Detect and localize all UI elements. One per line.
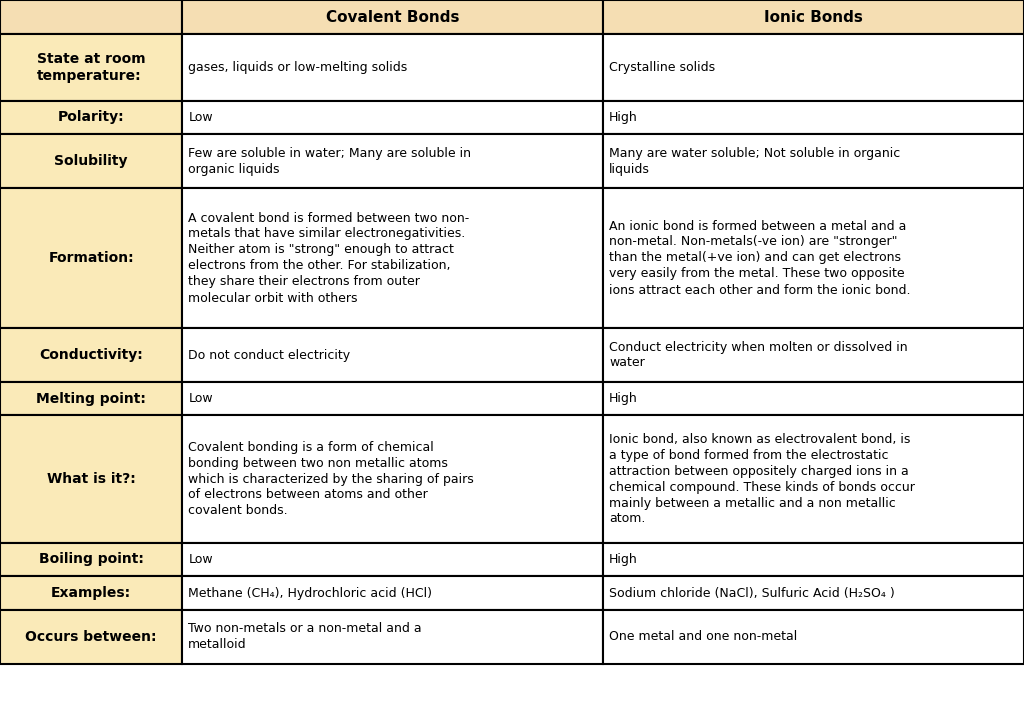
Text: Polarity:: Polarity:: [57, 110, 125, 124]
Text: Boiling point:: Boiling point:: [39, 552, 143, 566]
Text: A covalent bond is formed between two non-
metals that have similar electronegat: A covalent bond is formed between two no…: [188, 211, 470, 305]
Text: Do not conduct electricity: Do not conduct electricity: [188, 349, 350, 361]
Bar: [0, 134, 182, 188]
Bar: [603, 328, 1024, 382]
Bar: [603, 0, 1024, 34]
Bar: [0, 34, 182, 101]
Text: Methane (CH₄), Hydrochloric acid (HCl): Methane (CH₄), Hydrochloric acid (HCl): [188, 587, 432, 600]
Text: Crystalline solids: Crystalline solids: [609, 61, 715, 74]
Bar: [603, 415, 1024, 543]
Bar: [603, 543, 1024, 576]
Text: Many are water soluble; Not soluble in organic
liquids: Many are water soluble; Not soluble in o…: [609, 146, 900, 175]
Text: State at room
temperature:: State at room temperature:: [37, 52, 145, 83]
Text: Low: Low: [188, 392, 213, 405]
Bar: [0, 576, 182, 610]
Bar: [182, 328, 603, 382]
Text: Sodium chloride (NaCl), Sulfuric Acid (H₂SO₄ ): Sodium chloride (NaCl), Sulfuric Acid (H…: [609, 587, 895, 600]
Text: Few are soluble in water; Many are soluble in
organic liquids: Few are soluble in water; Many are solub…: [188, 146, 471, 175]
Text: Two non-metals or a non-metal and a
metalloid: Two non-metals or a non-metal and a meta…: [188, 622, 422, 651]
Text: Conduct electricity when molten or dissolved in
water: Conduct electricity when molten or disso…: [609, 341, 907, 370]
Bar: [0, 543, 182, 576]
Text: Ionic bond, also known as electrovalent bond, is
a type of bond formed from the : Ionic bond, also known as electrovalent …: [609, 433, 915, 525]
Text: Examples:: Examples:: [51, 586, 131, 600]
Bar: [182, 34, 603, 101]
Text: Low: Low: [188, 553, 213, 566]
Bar: [0, 188, 182, 328]
Bar: [182, 382, 603, 415]
Bar: [0, 328, 182, 382]
Text: gases, liquids or low-melting solids: gases, liquids or low-melting solids: [188, 61, 408, 74]
Bar: [603, 34, 1024, 101]
Bar: [603, 188, 1024, 328]
Bar: [182, 415, 603, 543]
Text: Formation:: Formation:: [48, 251, 134, 265]
Bar: [182, 576, 603, 610]
Bar: [182, 610, 603, 664]
Text: High: High: [609, 111, 638, 124]
Bar: [182, 101, 603, 134]
Bar: [603, 382, 1024, 415]
Bar: [0, 0, 182, 34]
Text: Low: Low: [188, 111, 213, 124]
Bar: [182, 543, 603, 576]
Bar: [603, 610, 1024, 664]
Bar: [603, 101, 1024, 134]
Bar: [0, 610, 182, 664]
Text: An ionic bond is formed between a metal and a
non-metal. Non-metals(-ve ion) are: An ionic bond is formed between a metal …: [609, 219, 910, 296]
Bar: [182, 134, 603, 188]
Text: Melting point:: Melting point:: [36, 392, 146, 406]
Text: One metal and one non-metal: One metal and one non-metal: [609, 631, 798, 643]
Text: Occurs between:: Occurs between:: [26, 630, 157, 644]
Bar: [0, 101, 182, 134]
Bar: [182, 188, 603, 328]
Text: Covalent bonding is a form of chemical
bonding between two non metallic atoms
wh: Covalent bonding is a form of chemical b…: [188, 440, 474, 518]
Text: Ionic Bonds: Ionic Bonds: [764, 9, 863, 25]
Bar: [182, 0, 603, 34]
Text: Solubility: Solubility: [54, 154, 128, 168]
Text: Covalent Bonds: Covalent Bonds: [326, 9, 460, 25]
Text: What is it?:: What is it?:: [47, 472, 135, 486]
Bar: [603, 134, 1024, 188]
Bar: [0, 382, 182, 415]
Bar: [0, 415, 182, 543]
Text: Conductivity:: Conductivity:: [39, 348, 143, 362]
Text: High: High: [609, 553, 638, 566]
Bar: [603, 576, 1024, 610]
Text: High: High: [609, 392, 638, 405]
